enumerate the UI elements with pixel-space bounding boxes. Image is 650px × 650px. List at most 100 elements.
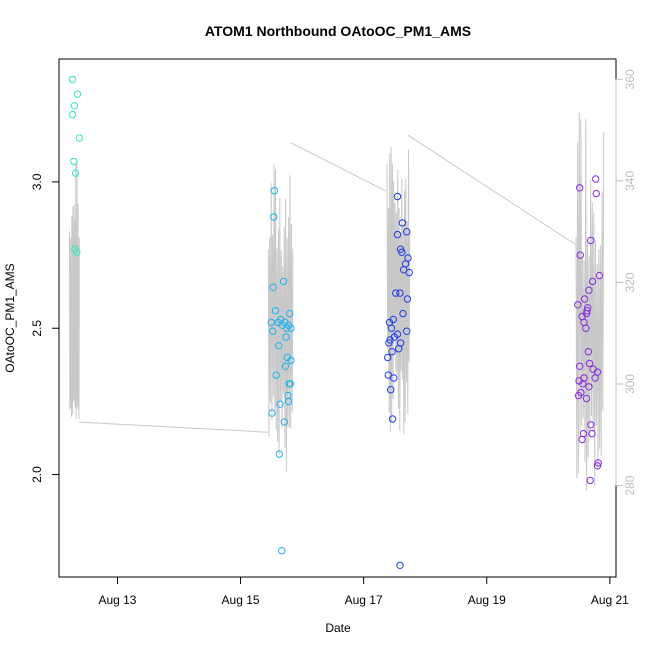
chart-title: ATOM1 Northbound OAtoOC_PM1_AMS [205, 23, 471, 39]
points-layer [68, 75, 604, 569]
right-axis-line-layer [69, 112, 605, 491]
data-point-s3-18 [403, 327, 411, 335]
data-point-s3-26 [384, 353, 392, 362]
data-point-s2-25 [284, 397, 293, 406]
data-point-s3-14 [399, 309, 407, 318]
data-point-s4-26 [585, 383, 593, 391]
data-point-s1-3 [70, 102, 79, 110]
data-point-s2-2 [270, 213, 278, 221]
data-point-s3-17 [387, 324, 396, 332]
plot-frame [58, 58, 617, 578]
data-point-s3-3 [403, 228, 411, 236]
y-axis: 2.0 2.5 3.0 [30, 173, 59, 483]
y-tick-label: 2.5 [30, 320, 44, 337]
data-point-s2-6 [286, 309, 294, 318]
right-axis-line-connector-2 [290, 142, 387, 192]
x-axis: Aug 13 Aug 15 Aug 17 Aug 19 Aug 21 [98, 576, 629, 607]
data-point-s4-29 [582, 394, 591, 403]
data-point-s2-23 [286, 380, 295, 388]
data-point-s3-25 [395, 345, 403, 353]
data-point-s2-5 [279, 277, 288, 286]
data-point-s2-21 [272, 371, 280, 379]
data-point-s3-1 [393, 192, 402, 201]
x-tick-label: Aug 15 [222, 593, 260, 607]
data-point-s2-28 [280, 418, 288, 426]
data-point-s4-9 [580, 295, 589, 303]
y-tick-label: 2.0 [30, 466, 44, 483]
data-point-s4-30 [587, 421, 595, 429]
data-point-s4-1 [576, 184, 584, 192]
data-point-s4-33 [578, 435, 586, 444]
x-tick-label: Aug 21 [591, 593, 629, 607]
data-point-s3-12 [396, 289, 404, 297]
data-point-s4-28 [574, 391, 583, 400]
y2-tick-label: 280 [623, 475, 637, 495]
data-point-s2-14 [268, 327, 277, 335]
data-point-s2-15 [287, 324, 295, 332]
data-point-s2-19 [287, 356, 295, 365]
data-point-s4-25 [579, 380, 587, 388]
y2-tick-label: 340 [623, 171, 637, 191]
data-point-s2-20 [281, 362, 290, 370]
data-point-s4-7 [595, 271, 604, 280]
data-point-s3-30 [388, 415, 397, 423]
data-point-s4-16 [582, 324, 590, 332]
x-tick-label: Aug 13 [98, 593, 136, 607]
data-point-s4-17 [584, 348, 592, 356]
data-point-s4-31 [588, 429, 596, 438]
data-point-s3-21 [390, 333, 399, 341]
x-tick-label: Aug 19 [468, 593, 506, 607]
data-point-s3-29 [387, 386, 395, 394]
data-point-s3-4 [398, 219, 407, 227]
data-point-s2-3 [269, 283, 277, 291]
right-axis-line-cluster-3 [386, 146, 411, 434]
right-axis-line-connector-1 [79, 421, 269, 433]
y2-axis: 280 300 320 340 360 [615, 69, 637, 496]
data-point-s1-7 [71, 169, 80, 177]
x-axis-label: Date [325, 621, 351, 635]
data-point-s2-26 [276, 400, 284, 408]
data-point-s2-24 [284, 391, 292, 400]
data-point-s4-3 [592, 189, 600, 198]
data-point-s2-29 [275, 450, 283, 458]
data-point-s3-31 [396, 561, 404, 569]
data-point-s3-24 [388, 348, 396, 356]
y-axis-label: OAtoOC_PM1_AMS [3, 263, 17, 372]
right-axis-line-connector-3 [407, 134, 576, 245]
y2-tick-label: 360 [623, 69, 637, 89]
y2-tick-label: 300 [623, 374, 637, 394]
data-point-s4-4 [587, 236, 595, 245]
data-point-s4-18 [585, 359, 594, 368]
data-point-s2-17 [275, 342, 283, 350]
data-point-s2-1 [270, 187, 279, 195]
data-point-s2-4 [271, 307, 280, 315]
data-point-s1-9 [73, 248, 81, 256]
data-point-s1-4 [73, 90, 82, 98]
data-point-s4-10 [574, 301, 582, 309]
data-point-s4-8 [585, 286, 593, 294]
data-point-s4-32 [579, 429, 588, 438]
data-point-s3-6 [398, 248, 406, 256]
data-point-s3-2 [393, 230, 402, 239]
data-point-s3-22 [385, 339, 393, 347]
data-point-s4-6 [588, 277, 597, 286]
data-point-s3-28 [390, 374, 398, 382]
data-point-s2-27 [268, 409, 276, 417]
right-axis-line-cluster-4 [575, 112, 605, 491]
x-tick-label: Aug 17 [345, 593, 383, 607]
right-axis-line-cluster-1 [69, 162, 80, 420]
data-point-s4-12 [583, 307, 591, 315]
data-point-s3-10 [405, 268, 413, 277]
data-point-s4-19 [576, 362, 584, 370]
data-point-s4-14 [582, 309, 591, 318]
data-point-s4-36 [586, 476, 594, 485]
data-point-s1-1 [68, 75, 77, 84]
y-tick-label: 3.0 [30, 173, 44, 190]
data-point-s1-2 [68, 110, 77, 119]
data-point-s4-5 [576, 251, 584, 259]
right-axis-line-cluster-2 [267, 164, 294, 472]
data-point-s1-6 [70, 157, 78, 166]
data-point-s2-16 [282, 333, 290, 341]
data-point-s4-22 [591, 374, 599, 382]
